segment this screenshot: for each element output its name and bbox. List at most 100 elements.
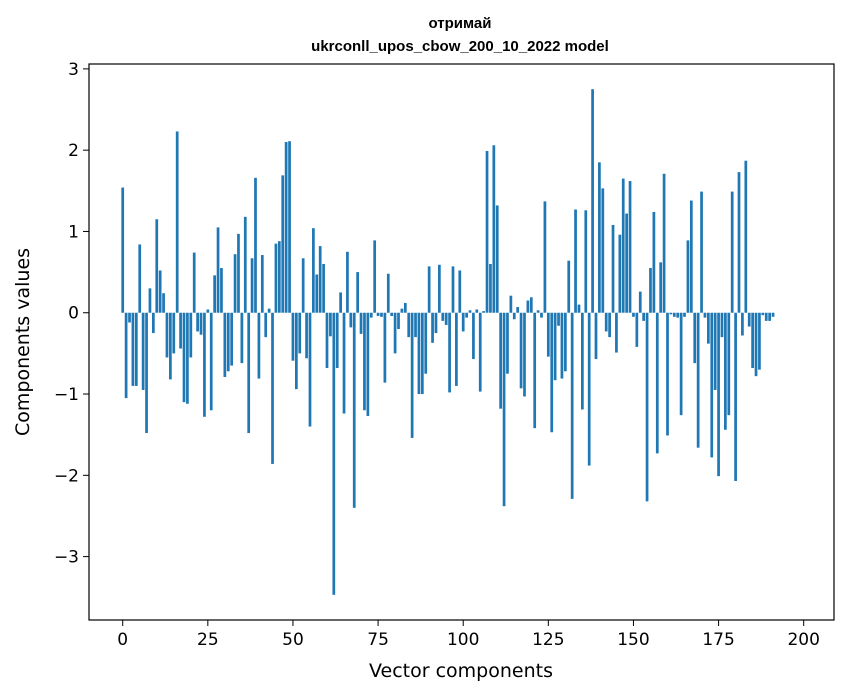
bar-132 bbox=[570, 312, 574, 499]
bar-34 bbox=[237, 233, 240, 313]
bar-161 bbox=[669, 312, 673, 315]
bar-153 bbox=[642, 312, 646, 321]
bar-40 bbox=[257, 312, 261, 379]
bar-166 bbox=[686, 240, 690, 313]
y-axis-label: Components values bbox=[12, 248, 34, 436]
bar-158 bbox=[659, 262, 663, 313]
bar-96 bbox=[448, 312, 451, 393]
bar-21 bbox=[192, 252, 196, 313]
bar-74 bbox=[373, 240, 377, 313]
bar-184 bbox=[747, 312, 751, 327]
bar-172 bbox=[707, 312, 710, 344]
bar-32 bbox=[230, 312, 234, 366]
bar-129 bbox=[560, 312, 564, 379]
bar-1 bbox=[124, 312, 128, 399]
bar-99 bbox=[458, 270, 462, 313]
bar-187 bbox=[758, 312, 761, 370]
bar-191 bbox=[771, 312, 775, 317]
bar-64 bbox=[339, 292, 342, 313]
bar-36 bbox=[243, 216, 247, 313]
bar-162 bbox=[672, 312, 676, 317]
bar-45 bbox=[274, 243, 278, 313]
bar-136 bbox=[584, 210, 588, 313]
bar-31 bbox=[226, 312, 230, 372]
bar-57 bbox=[315, 274, 319, 313]
bar-29 bbox=[220, 268, 223, 313]
bar-160 bbox=[666, 312, 669, 436]
bar-0 bbox=[121, 187, 125, 313]
bar-152 bbox=[638, 291, 642, 313]
bar-141 bbox=[601, 188, 605, 313]
bar-81 bbox=[397, 312, 400, 329]
bar-3 bbox=[131, 312, 135, 386]
bar-179 bbox=[730, 191, 734, 313]
bar-122 bbox=[536, 310, 540, 313]
bar-67 bbox=[349, 312, 353, 328]
bar-112 bbox=[502, 312, 506, 507]
bar-63 bbox=[335, 312, 339, 369]
bar-157 bbox=[655, 312, 659, 454]
bar-164 bbox=[679, 312, 683, 416]
bar-87 bbox=[417, 312, 421, 395]
bar-9 bbox=[151, 312, 155, 334]
bar-102 bbox=[468, 310, 472, 313]
y-tick-label: 0 bbox=[68, 304, 79, 324]
bar-73 bbox=[369, 312, 373, 318]
bar-48 bbox=[284, 142, 288, 313]
bar-169 bbox=[696, 312, 700, 448]
bar-60 bbox=[325, 312, 329, 369]
bar-44 bbox=[271, 312, 274, 464]
bar-11 bbox=[158, 270, 162, 313]
bar-82 bbox=[400, 308, 404, 313]
chart-title: отримай bbox=[429, 15, 492, 32]
bar-110 bbox=[495, 205, 499, 313]
bar-95 bbox=[444, 312, 448, 325]
bar-76 bbox=[380, 312, 383, 317]
bar-176 bbox=[720, 312, 724, 338]
bar-39 bbox=[254, 177, 257, 313]
bar-140 bbox=[598, 162, 601, 313]
bar-8 bbox=[148, 288, 152, 313]
bar-189 bbox=[764, 312, 768, 321]
bar-56 bbox=[312, 228, 315, 313]
bar-130 bbox=[563, 312, 567, 372]
bar-151 bbox=[635, 312, 639, 347]
bar-70 bbox=[359, 312, 363, 334]
bar-5 bbox=[138, 244, 142, 313]
bar-182 bbox=[741, 312, 744, 336]
bar-104 bbox=[475, 309, 479, 313]
bar-94 bbox=[441, 312, 445, 321]
bar-20 bbox=[189, 312, 193, 358]
bar-93 bbox=[438, 264, 441, 313]
bar-174 bbox=[713, 312, 717, 390]
bar-12 bbox=[162, 293, 165, 313]
bar-155 bbox=[649, 268, 652, 313]
bar-17 bbox=[179, 312, 182, 349]
bar-84 bbox=[407, 312, 411, 338]
bar-149 bbox=[628, 181, 632, 313]
bar-6 bbox=[141, 312, 145, 390]
bar-105 bbox=[478, 312, 482, 392]
bar-128 bbox=[557, 312, 560, 326]
bar-7 bbox=[145, 312, 148, 434]
y-tick-label: 3 bbox=[68, 60, 79, 80]
bar-16 bbox=[175, 131, 179, 313]
bar-98 bbox=[455, 312, 458, 386]
bar-125 bbox=[546, 312, 550, 357]
bar-66 bbox=[346, 251, 349, 313]
bar-25 bbox=[206, 309, 210, 313]
bar-30 bbox=[223, 312, 227, 377]
bar-24 bbox=[203, 312, 206, 417]
bar-2 bbox=[128, 312, 131, 323]
bar-91 bbox=[431, 312, 434, 343]
bar-88 bbox=[420, 312, 424, 395]
bar-139 bbox=[594, 312, 598, 360]
bar-23 bbox=[199, 312, 203, 335]
plot-area-frame bbox=[88, 63, 835, 621]
y-tick-label: −2 bbox=[54, 466, 79, 486]
x-tick-label: 125 bbox=[532, 630, 564, 650]
bar-185 bbox=[751, 312, 754, 369]
bar-183 bbox=[744, 160, 748, 313]
bar-61 bbox=[329, 312, 332, 337]
